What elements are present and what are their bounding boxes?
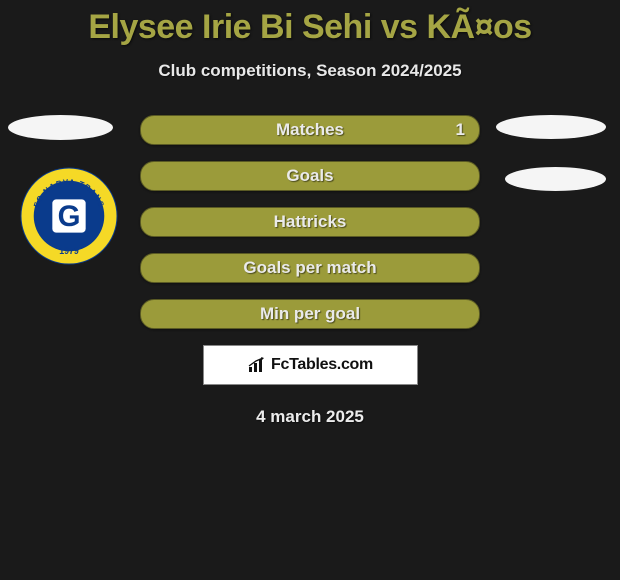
stat-rows: Matches 1 Goals Hattricks Goals per matc… (140, 115, 480, 329)
player-left-photo (8, 115, 113, 140)
club-badge: FC NARVA TRANS 1979 G (20, 167, 118, 265)
svg-text:1979: 1979 (59, 246, 79, 256)
stat-row-gpm: Goals per match (140, 253, 480, 283)
stat-row-hattricks: Hattricks (140, 207, 480, 237)
stat-row-mpg: Min per goal (140, 299, 480, 329)
stat-label: Hattricks (274, 212, 347, 232)
update-date: 4 march 2025 (0, 407, 620, 427)
stat-value-right: 1 (456, 120, 465, 140)
chart-icon (247, 356, 269, 374)
player-right-photo-2 (505, 167, 606, 191)
player-right-photo-1 (496, 115, 606, 139)
page-title: Elysee Irie Bi Sehi vs KÃ¤os (0, 0, 620, 47)
stat-row-goals: Goals (140, 161, 480, 191)
brand-text: FcTables.com (271, 356, 373, 374)
stat-label: Goals per match (243, 258, 376, 278)
stat-label: Matches (276, 120, 344, 140)
svg-text:G: G (58, 200, 81, 233)
stat-label: Min per goal (260, 304, 360, 324)
stat-row-matches: Matches 1 (140, 115, 480, 145)
brand-attribution[interactable]: FcTables.com (203, 345, 418, 385)
comparison-content: FC NARVA TRANS 1979 G Matches 1 Goals Ha… (0, 115, 620, 427)
competition-subtitle: Club competitions, Season 2024/2025 (0, 61, 620, 81)
stat-label: Goals (286, 166, 333, 186)
